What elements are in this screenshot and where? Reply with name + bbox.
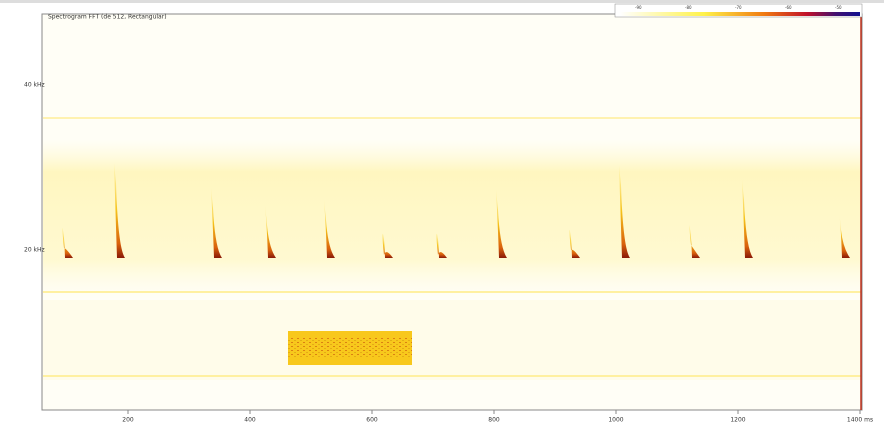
calls xyxy=(62,163,850,258)
call xyxy=(839,210,850,258)
color-scale-label: -50 xyxy=(835,5,842,10)
x-label: 200 xyxy=(122,417,134,424)
call xyxy=(265,205,276,258)
x-label: 800 xyxy=(488,417,500,424)
window-title: Spectrogram FFT (de 512, Rectangular) xyxy=(48,14,167,21)
x-label: 1000 xyxy=(608,417,623,424)
color-scale-label: -70 xyxy=(735,5,742,10)
call xyxy=(569,229,580,258)
call xyxy=(62,228,73,258)
call xyxy=(619,165,630,258)
color-scale-labels: -90 -80 -70 -60 -50 xyxy=(635,5,842,10)
call xyxy=(211,188,222,258)
x-label: 1400 ms xyxy=(847,417,873,424)
call xyxy=(114,163,125,258)
noise-band xyxy=(43,140,861,300)
x-label: 600 xyxy=(366,417,378,424)
call xyxy=(742,180,753,258)
noise-band xyxy=(43,300,861,380)
y-label: 20 kHz xyxy=(24,247,45,254)
window-top xyxy=(0,0,884,3)
call xyxy=(382,233,393,258)
call xyxy=(324,200,335,258)
noise-burst-texture xyxy=(288,338,412,358)
color-scale-label: -80 xyxy=(685,5,692,10)
color-scale-label: -90 xyxy=(635,5,642,10)
color-scale-label: -60 xyxy=(785,5,792,10)
x-label: 1200 xyxy=(730,417,745,424)
call xyxy=(496,190,507,258)
color-scale xyxy=(620,12,860,16)
call xyxy=(689,225,700,258)
x-labels: 200 400 600 800 1000 1200 1400 ms xyxy=(122,410,873,424)
call xyxy=(436,233,447,258)
x-label: 400 xyxy=(244,417,256,424)
y-label: 40 kHz xyxy=(24,82,45,89)
